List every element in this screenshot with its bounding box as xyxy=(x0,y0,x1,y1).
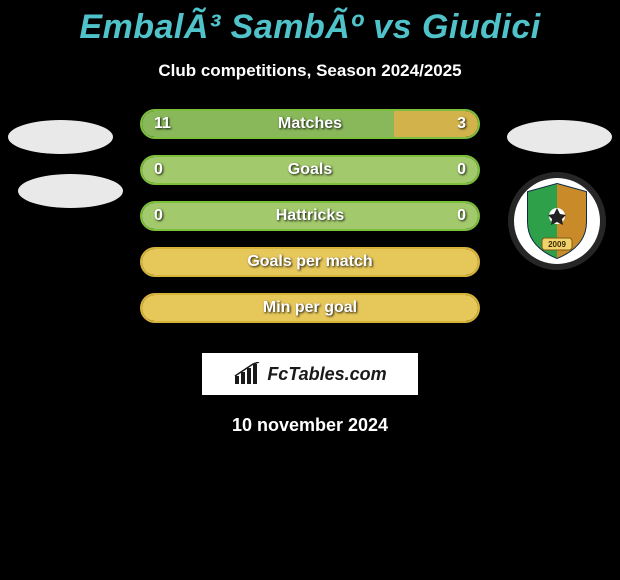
page-subtitle: Club competitions, Season 2024/2025 xyxy=(0,61,620,81)
stat-pill: Hattricks00 xyxy=(140,201,480,231)
stat-value-left: 11 xyxy=(154,111,171,137)
page-title: EmbalÃ³ SambÃº vs Giudici xyxy=(0,0,620,47)
stat-row: Min per goal xyxy=(0,293,620,339)
stat-value-left: 0 xyxy=(154,203,163,229)
stat-bars: Matches113Goals00Hattricks00Goals per ma… xyxy=(0,109,620,339)
stat-row: Goals00 xyxy=(0,155,620,201)
stat-pill: Matches113 xyxy=(140,109,480,139)
stat-fill-left xyxy=(142,111,394,137)
stat-row: Goals per match xyxy=(0,247,620,293)
stat-fill-left xyxy=(142,249,478,275)
stat-pill: Goals per match xyxy=(140,247,480,277)
comparison-infographic: EmbalÃ³ SambÃº vs Giudici Club competiti… xyxy=(0,0,620,436)
stat-value-right: 0 xyxy=(457,203,466,229)
stat-value-right: 3 xyxy=(457,111,466,137)
barchart-icon xyxy=(233,362,261,386)
stat-fill-left xyxy=(142,157,478,183)
stat-row: Hattricks00 xyxy=(0,201,620,247)
logo-text: FcTables.com xyxy=(267,364,386,385)
stat-pill: Min per goal xyxy=(140,293,480,323)
stat-value-left: 0 xyxy=(154,157,163,183)
stat-fill-left xyxy=(142,203,478,229)
stat-pill: Goals00 xyxy=(140,155,480,185)
fctables-logo[interactable]: FcTables.com xyxy=(202,353,418,395)
stat-row: Matches113 xyxy=(0,109,620,155)
stat-fill-left xyxy=(142,295,478,321)
date-label: 10 november 2024 xyxy=(0,415,620,436)
stat-value-right: 0 xyxy=(457,157,466,183)
